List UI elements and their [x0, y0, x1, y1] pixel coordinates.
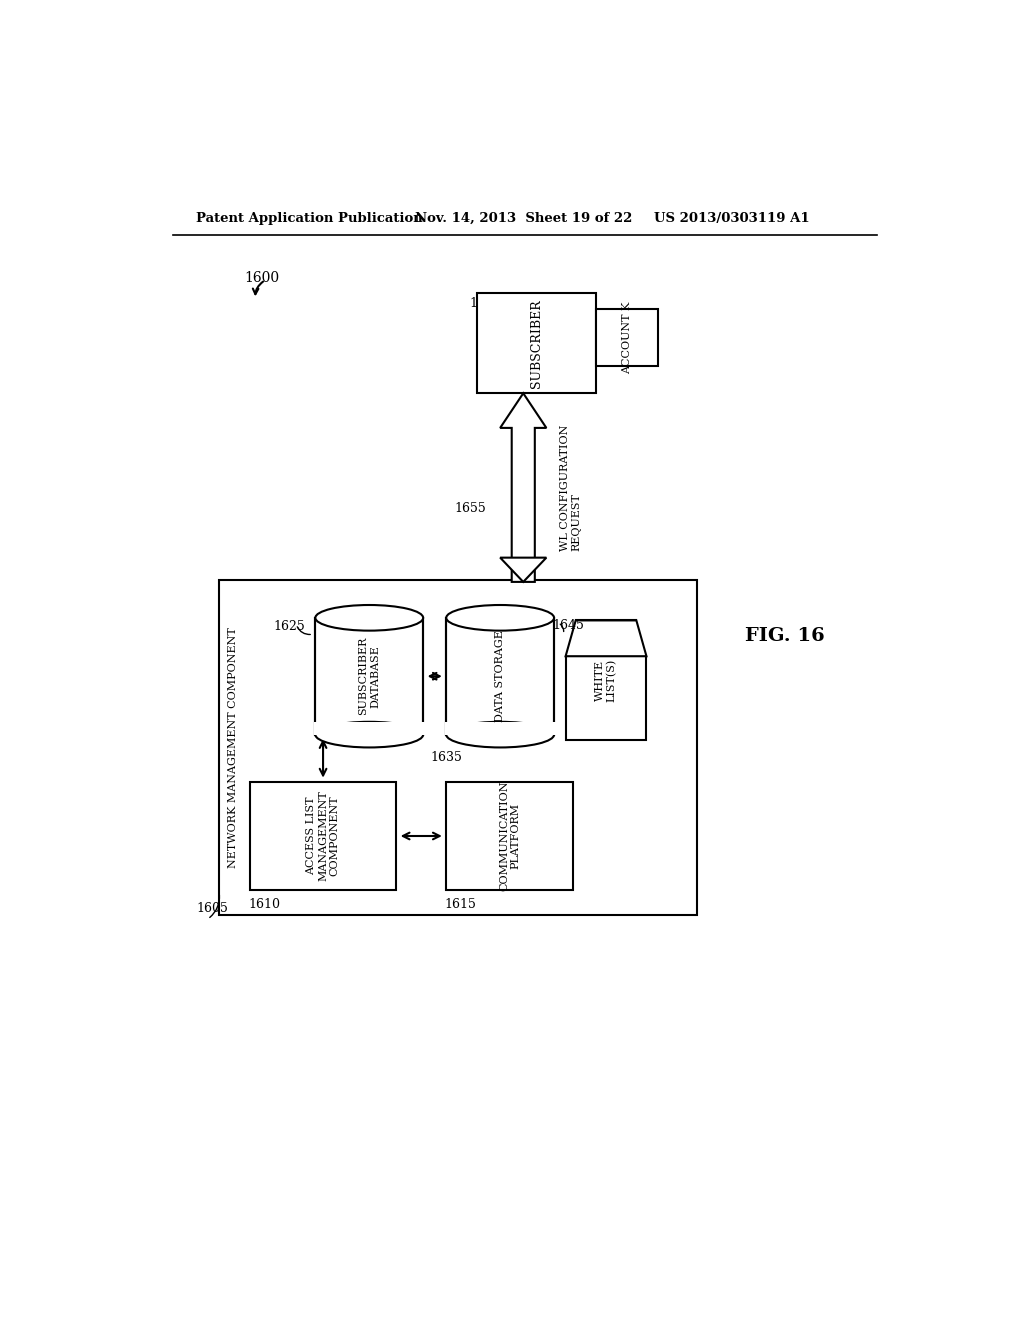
- Text: FIG. 16: FIG. 16: [745, 627, 825, 644]
- Text: Patent Application Publication: Patent Application Publication: [196, 213, 423, 224]
- Text: 1655: 1655: [454, 502, 485, 515]
- Text: COMMUNICATION
PLATFORM: COMMUNICATION PLATFORM: [499, 780, 520, 891]
- FancyBboxPatch shape: [250, 781, 396, 890]
- Ellipse shape: [315, 605, 423, 631]
- Ellipse shape: [446, 722, 554, 747]
- Polygon shape: [313, 722, 425, 735]
- Polygon shape: [446, 618, 554, 735]
- Ellipse shape: [315, 722, 423, 747]
- Text: WHITE
LIST(S): WHITE LIST(S): [595, 659, 617, 702]
- FancyBboxPatch shape: [446, 781, 573, 890]
- Text: ACCESS LIST
MANAGEMENT
COMPONENT: ACCESS LIST MANAGEMENT COMPONENT: [306, 791, 340, 882]
- Text: Nov. 14, 2013  Sheet 19 of 22: Nov. 14, 2013 Sheet 19 of 22: [416, 213, 633, 224]
- Text: 1645: 1645: [553, 619, 585, 632]
- Text: 1610: 1610: [249, 898, 281, 911]
- Ellipse shape: [446, 605, 554, 631]
- Text: ACCOUNT K: ACCOUNT K: [623, 301, 632, 374]
- Polygon shape: [500, 557, 547, 582]
- Text: 1615: 1615: [444, 898, 476, 911]
- Text: US 2013/0303119 A1: US 2013/0303119 A1: [654, 213, 810, 224]
- Text: WL CONFIGURATION
REQUEST: WL CONFIGURATION REQUEST: [560, 425, 582, 550]
- Text: SUBSCRIBER
DATABASE: SUBSCRIBER DATABASE: [358, 638, 380, 715]
- Text: 1660: 1660: [469, 297, 502, 310]
- Polygon shape: [565, 656, 646, 739]
- Polygon shape: [315, 618, 423, 735]
- Text: 1600: 1600: [245, 271, 280, 285]
- Polygon shape: [444, 722, 556, 735]
- FancyBboxPatch shape: [596, 309, 658, 367]
- Polygon shape: [565, 620, 646, 656]
- Text: 1625: 1625: [273, 620, 305, 634]
- FancyBboxPatch shape: [219, 581, 696, 915]
- Text: DATA STORAGE: DATA STORAGE: [496, 630, 505, 722]
- Text: 1605: 1605: [196, 903, 228, 915]
- Polygon shape: [500, 393, 547, 582]
- FancyBboxPatch shape: [477, 293, 596, 393]
- Text: SUBSCRIBER: SUBSCRIBER: [530, 298, 544, 388]
- Text: 1635: 1635: [431, 751, 463, 764]
- Text: NETWORK MANAGEMENT COMPONENT: NETWORK MANAGEMENT COMPONENT: [228, 627, 238, 869]
